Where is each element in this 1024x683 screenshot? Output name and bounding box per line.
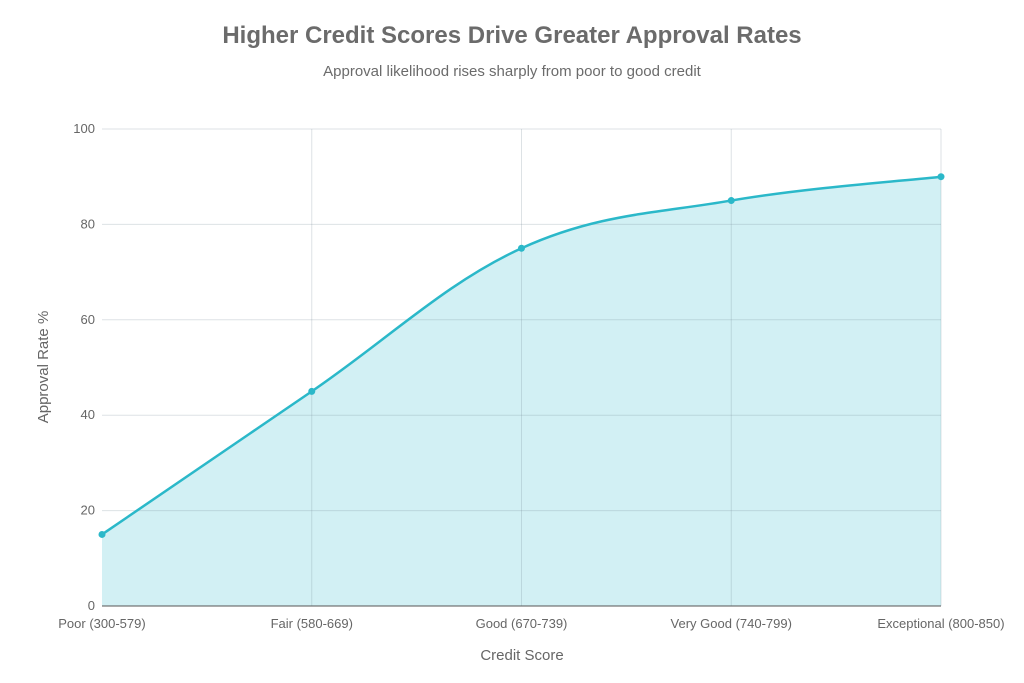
y-tick-label: 20: [81, 503, 95, 518]
x-tick-label: Good (670-739): [476, 616, 568, 631]
data-point: [937, 173, 945, 181]
data-point: [518, 244, 525, 252]
x-tick-label: Fair (580-669): [271, 616, 353, 631]
x-axis-label: Credit Score: [480, 647, 563, 664]
series-line: [101, 175, 942, 536]
data-point: [308, 387, 316, 395]
y-tick-label: 40: [81, 407, 95, 422]
data-point: [727, 197, 735, 205]
x-tick-label: Very Good (740-799): [671, 616, 792, 631]
points-layer: [98, 173, 945, 538]
chart-subtitle: Approval likelihood rises sharply from p…: [323, 63, 701, 80]
y-tick-label: 0: [88, 598, 95, 613]
x-tick-label: Poor (300-579): [58, 616, 145, 631]
y-axis-label: Approval Rate %: [35, 311, 52, 424]
grid-layer: [102, 128, 942, 606]
y-tick-label: 100: [73, 121, 95, 136]
x-tick-label: Exceptional (800-850): [877, 616, 1004, 631]
y-tick-label: 80: [81, 216, 95, 231]
y-tick-label: 60: [81, 312, 95, 327]
chart-title: Higher Credit Scores Drive Greater Appro…: [222, 22, 802, 49]
ticks-layer: 0 20 40 60 80 100 Poor (300-579) Fair (580-669)…: [58, 121, 1004, 631]
data-point: [98, 530, 106, 538]
area-fill: [102, 176, 941, 606]
